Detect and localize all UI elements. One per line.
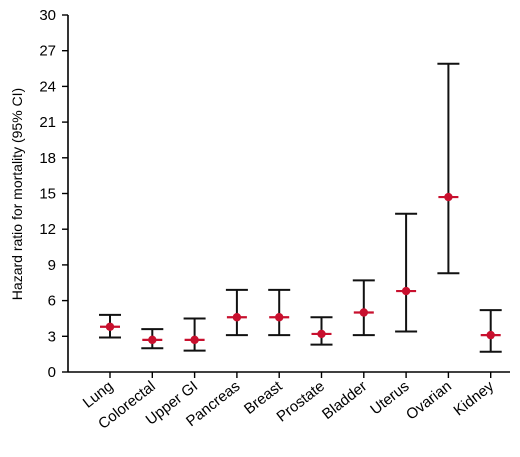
error-bar-group	[479, 309, 502, 353]
y-tick-label: 15	[39, 186, 56, 203]
y-tick-label: 18	[39, 150, 56, 167]
x-tick-label: Kidney	[451, 377, 498, 419]
error-bar-group	[352, 279, 375, 337]
error-bar-group	[437, 62, 460, 275]
error-bar-group	[99, 313, 121, 339]
x-tick-label: Bladder	[319, 378, 370, 423]
y-tick-label: 9	[48, 257, 56, 274]
y-tick-label: 27	[39, 43, 56, 60]
estimate-point	[317, 329, 326, 339]
y-tick-label: 21	[39, 114, 56, 131]
error-bar-group	[183, 317, 206, 352]
data-marks	[99, 62, 502, 353]
error-bar-group	[310, 316, 333, 346]
y-tick-label: 30	[39, 7, 56, 24]
y-tick-label: 12	[39, 221, 56, 238]
y-ticks: 0 3 6 9 12 15 18 21 24 27 30	[39, 7, 68, 381]
estimate-point	[275, 313, 284, 322]
x-tick-label: Prostate	[273, 378, 327, 426]
error-bar-group	[141, 328, 164, 350]
x-tick-label: Ovarian	[403, 378, 455, 424]
y-tick-label: 6	[48, 293, 56, 310]
y-axis-label: Hazard ratio for mortality (95% CI)	[9, 88, 25, 300]
y-tick-label: 3	[48, 328, 56, 345]
estimate-point	[486, 330, 495, 340]
estimate-point	[190, 335, 199, 345]
error-bar-group	[225, 288, 248, 337]
y-tick-label: 0	[48, 364, 56, 381]
error-bar-group	[395, 212, 418, 333]
estimate-point	[148, 335, 157, 345]
y-axis: 0 3 6 9 12 15 18 21 24 27 30	[39, 7, 69, 381]
y-tick-label: 24	[39, 78, 56, 95]
estimate-point	[105, 322, 115, 331]
estimate-point	[401, 286, 411, 296]
estimate-point	[444, 192, 453, 202]
estimate-point	[232, 313, 242, 322]
error-bar-group	[268, 288, 291, 337]
estimate-point	[359, 308, 368, 317]
